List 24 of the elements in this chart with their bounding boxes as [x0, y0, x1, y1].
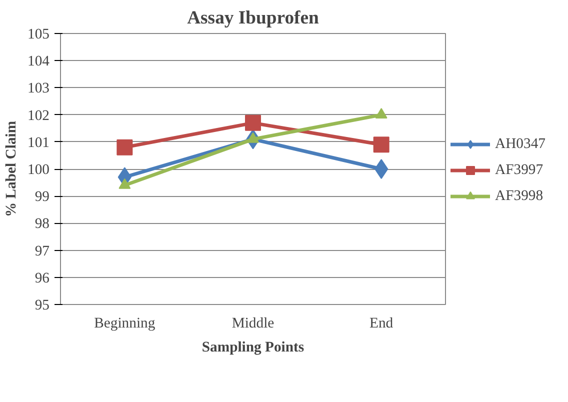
y-tick-label: 100 [28, 162, 50, 178]
point [373, 136, 390, 153]
y-tick-label: 95 [34, 298, 50, 314]
y-tick-label: 99 [34, 189, 50, 206]
chart-title: Assay Ibuprofen [187, 8, 320, 28]
legend-label: AF3997 [495, 162, 544, 178]
point [245, 114, 261, 131]
legend-label: AH0347 [495, 136, 546, 152]
x-tick-label: Beginning [94, 316, 156, 332]
x-axis-title: Sampling Points [202, 340, 304, 356]
y-tick-label: 103 [28, 80, 50, 97]
y-tick-label: 105 [28, 26, 50, 42]
x-tick-label: Middle [232, 316, 274, 332]
y-tick-label: 96 [34, 270, 50, 286]
y-tick-label: 104 [28, 54, 50, 70]
legend-label: AF3998 [495, 188, 544, 204]
y-axis-title: % Label Claim [4, 120, 20, 218]
y-tick-label: 101 [28, 134, 50, 151]
y-tick-label: 102 [28, 108, 50, 124]
x-tick-label: End [370, 316, 394, 332]
point [374, 159, 388, 179]
y-tick-label: 98 [34, 216, 50, 232]
point [116, 139, 133, 156]
y-tick-label: 97 [34, 243, 50, 260]
